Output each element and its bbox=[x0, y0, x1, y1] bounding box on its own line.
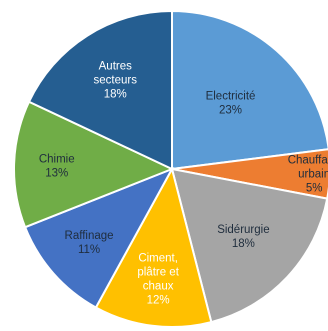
slice-label-raffinage: Raffinage 11% bbox=[65, 230, 114, 256]
pie-slice-siderurgie bbox=[170, 167, 328, 324]
slice-label-ciment-platre-et-chaux: Ciment, plâtre et chaux 12% bbox=[137, 253, 179, 307]
slice-label-autres-secteurs: Autres secteurs 18% bbox=[94, 61, 138, 101]
slice-label-siderurgie: Sidérurgie 18% bbox=[217, 224, 269, 250]
pie-slice-chimie bbox=[13, 100, 175, 229]
slice-label-electricite: Electricité 23% bbox=[206, 91, 256, 117]
slice-label-chimie: Chimie 13% bbox=[39, 153, 75, 179]
pie-slice-autres-secteurs bbox=[27, 9, 173, 171]
slice-label-chauffage-urbain: Chauffageurbain5% bbox=[288, 154, 328, 194]
pie-slice-ciment-platre-et-chaux bbox=[94, 166, 213, 328]
pie-slice-raffinage bbox=[23, 167, 175, 309]
pie-slice-electricite bbox=[171, 9, 328, 171]
